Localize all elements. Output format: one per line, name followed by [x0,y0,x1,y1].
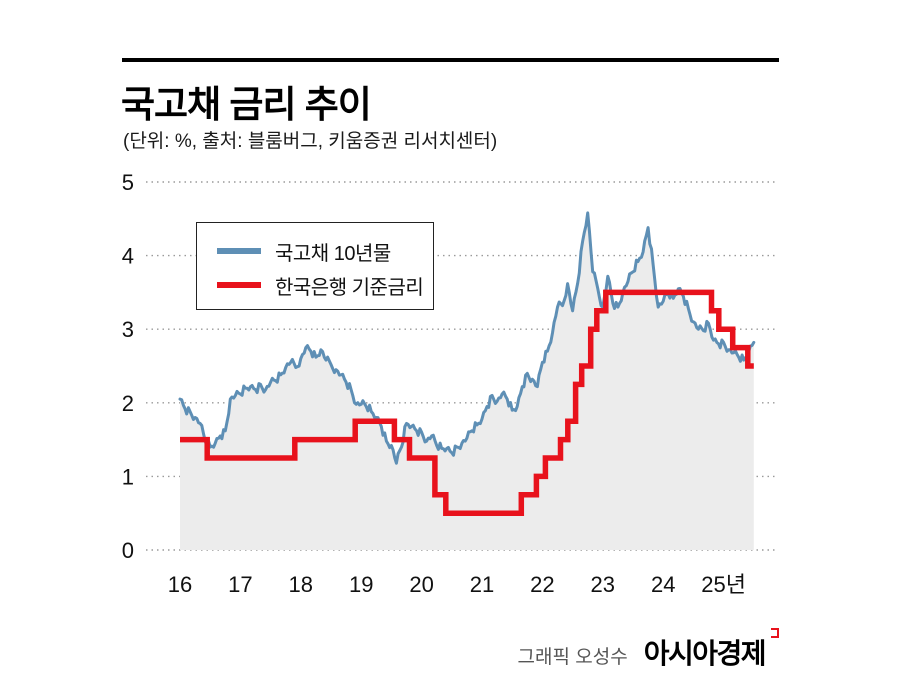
x-tick-label-2021: 21 [470,572,494,597]
y-tick-label-3: 3 [122,317,134,342]
legend-swatch-blue-line [217,248,261,254]
graphic-credit: 그래픽 오성수 [517,647,628,668]
line-treasury-10y [178,211,756,465]
legend-item-treasury-10y: 국고채 10년물 [217,238,433,265]
y-tick-label-0: 0 [122,538,134,563]
y-tick-label-4: 4 [122,244,134,269]
brand-logo-text: 아시아경제 [643,638,767,669]
chart-subtitle: (단위: %, 출처: 블룸버그, 키움증권 리서치센터) [123,131,498,152]
legend-label-bok-base-rate: 한국은행 기준금리 [275,276,424,299]
x-tick-label-2022: 22 [530,572,554,597]
footer-credits: 그래픽 오성수 아시아경제 [517,628,779,672]
x-tick-label-2024: 24 [651,572,675,597]
x-tick-label-2023: 23 [591,572,615,597]
y-tick-label-1: 1 [122,464,134,489]
x-tick-label-2025: 25년 [701,572,746,597]
x-tick-label-2016: 16 [168,572,192,597]
y-tick-label-2: 2 [122,391,134,416]
brand-logo-mark-icon [771,628,779,638]
x-tick-label-2018: 18 [289,572,313,597]
page-title: 국고채 금리 추이 [121,84,372,125]
brand-logo: 아시아경제 [643,628,779,672]
y-tick-label-5: 5 [122,170,134,195]
top-divider-rule [122,58,779,62]
x-tick-label-2019: 19 [349,572,373,597]
legend-label-treasury-10y: 국고채 10년물 [275,242,391,265]
x-tick-label-2017: 17 [228,572,252,597]
legend-item-bok-base-rate: 한국은행 기준금리 [217,272,433,299]
chart-legend: 국고채 10년물 한국은행 기준금리 [196,222,434,310]
legend-swatch-red-line [217,282,261,288]
line-bok-base-rate [180,289,754,516]
x-tick-label-2020: 20 [409,572,433,597]
